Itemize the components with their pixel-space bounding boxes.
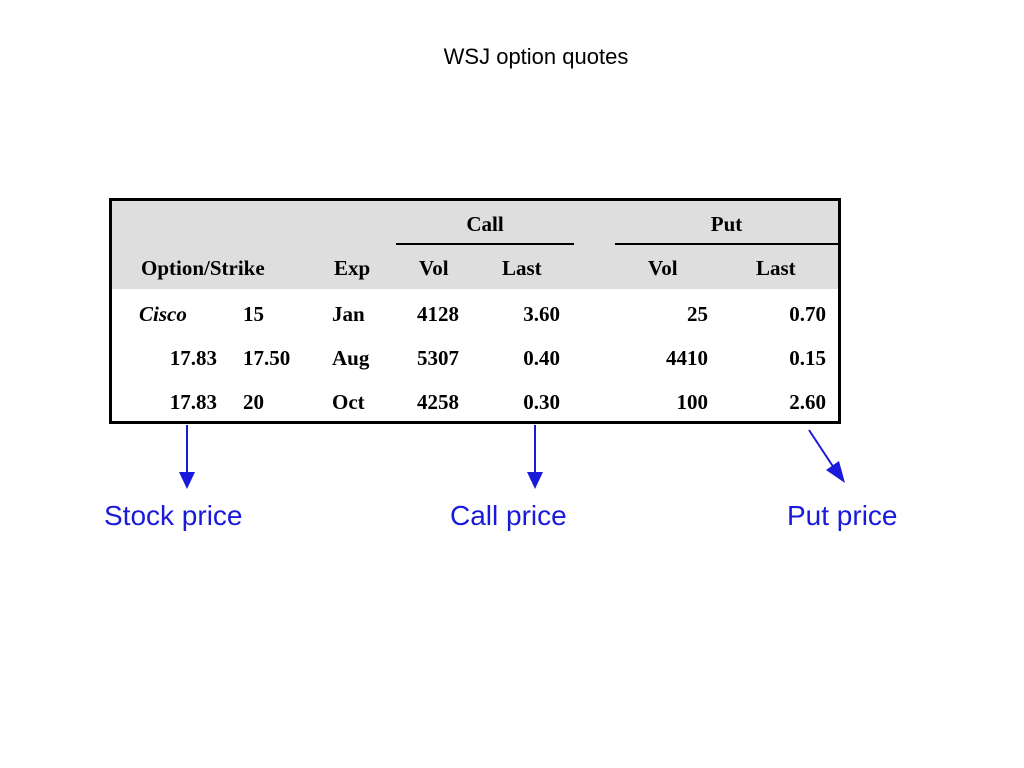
table-cell-put-last: 0.15	[789, 346, 826, 370]
table-cell-option: Cisco	[139, 302, 187, 326]
table-cell-call-last: 0.40	[523, 346, 560, 370]
table-cell-strike: 15	[243, 302, 264, 326]
table-cell-call-vol: 4258	[417, 390, 459, 414]
table-cell-put-vol: 100	[676, 390, 709, 414]
table-cell-put-vol: 4410	[666, 346, 708, 370]
call-group-header: Call	[466, 212, 504, 236]
stock-price-arrow	[179, 425, 195, 489]
table-cell-call-vol: 5307	[417, 346, 459, 370]
put-price-label: Put price	[787, 500, 898, 531]
call-group-rule	[396, 243, 574, 245]
table-cell-put-last: 2.60	[789, 390, 826, 414]
table-cell-strike: 20	[243, 390, 264, 414]
table-cell-exp: Jan	[332, 302, 365, 326]
option-quote-table: Call Put Option/Strike Exp Vol Last Vol …	[109, 198, 841, 424]
table-cell-call-last: 3.60	[523, 302, 560, 326]
put-price-arrow	[808, 429, 845, 483]
table-cell-strike: 17.50	[243, 346, 291, 370]
table-cell-exp: Oct	[332, 390, 365, 414]
table-cell-option: 17.83	[169, 346, 217, 370]
table-cell-exp: Aug	[332, 346, 370, 370]
slide-title: WSJ option quotes	[443, 44, 629, 69]
put-group-rule	[615, 243, 838, 245]
column-header-call-vol: Vol	[419, 256, 449, 280]
table-cell-put-last: 0.70	[789, 302, 826, 326]
column-header-option-strike: Option/Strike	[141, 256, 265, 280]
table-header-band	[112, 201, 838, 289]
column-header-exp: Exp	[334, 256, 371, 280]
table-cell-option: 17.83	[169, 390, 217, 414]
column-header-put-vol: Vol	[648, 256, 678, 280]
table-cell-call-vol: 4128	[417, 302, 459, 326]
table-cell-call-last: 0.30	[523, 390, 560, 414]
column-header-call-last: Last	[502, 256, 542, 280]
column-header-put-last: Last	[756, 256, 796, 280]
call-price-label: Call price	[450, 500, 567, 531]
call-price-arrow	[527, 425, 543, 489]
stock-price-label: Stock price	[104, 500, 243, 531]
put-group-header: Put	[710, 212, 743, 236]
table-cell-put-vol: 25	[687, 302, 708, 326]
